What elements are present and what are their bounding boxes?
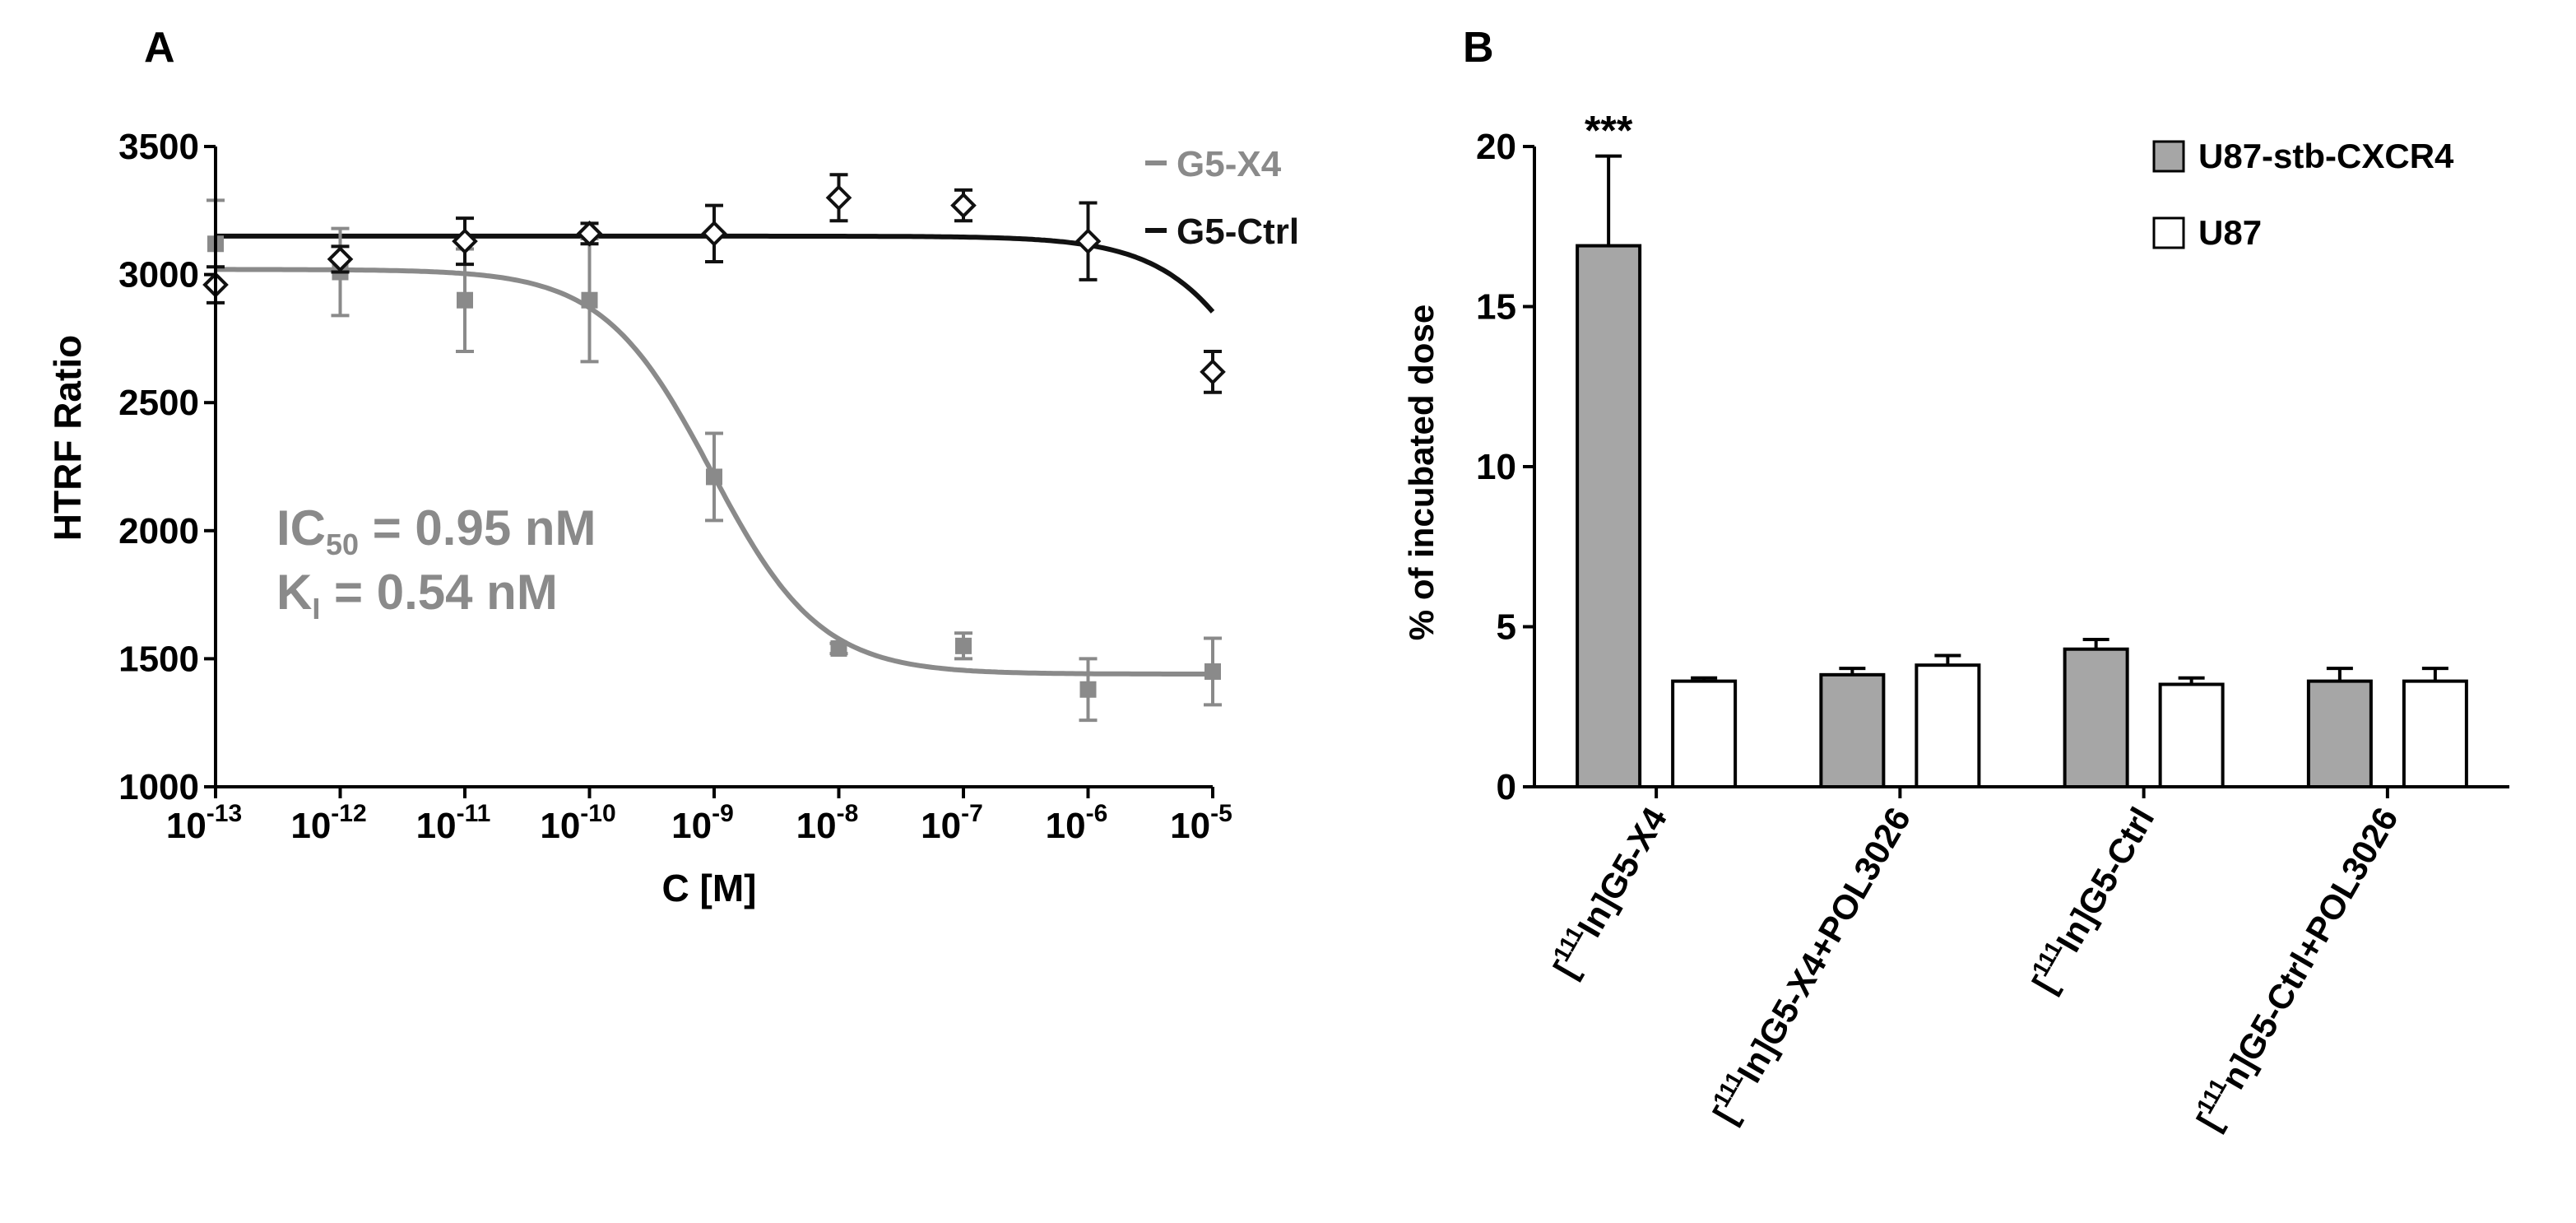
y-tick-label: 1000 [118, 767, 199, 807]
legend-swatch-u87 [2152, 216, 2185, 249]
legend: G5-X4 G5-Ctrl [1145, 144, 1299, 252]
y-tick-label: 2000 [118, 511, 199, 551]
legend-swatch-u87-stb-cxcr4 [2152, 140, 2185, 173]
ic50-annotation: IC50 = 0.95 nM KI = 0.54 nM [276, 500, 596, 625]
data-point-g5-x4 [1079, 681, 1097, 698]
data-points [202, 173, 1226, 723]
x-axis-ticks: 10-13 10-12 10-11 10-10 10-9 10-8 10-7 10-6 10-5 [166, 787, 1232, 846]
bar-u87 [2402, 679, 2468, 788]
x-category-label: [111In]G5-Ctrl [2021, 799, 2162, 1000]
x-tick-label: 10-10 [540, 800, 615, 846]
y-axis-ticks: 1000 1500 2000 2500 3000 3500 [118, 127, 216, 807]
y-axis-ticks: 0 5 10 15 20 [1476, 127, 1534, 807]
data-point-g5-x4 [955, 637, 972, 654]
legend: U87-stb-CXCR4 U87 [2152, 137, 2454, 252]
x-tick-label: 10-12 [290, 800, 366, 846]
x-tick-label: 10-9 [671, 800, 734, 846]
x-category-label: [111In]G5-X4+POL3026 [1702, 799, 1918, 1130]
bars [1576, 154, 2468, 789]
x-tick-label: 10-7 [921, 800, 983, 846]
data-point-g5-x4 [457, 291, 473, 309]
data-point-g5-ctrl [327, 246, 354, 272]
data-point-g5-ctrl [452, 228, 478, 254]
bar-u87-stb-cxcr4 [1819, 672, 1886, 788]
panel-b-label: B [1463, 24, 1494, 72]
y-tick-label: 15 [1476, 287, 1516, 328]
data-point-g5-ctrl [950, 192, 977, 219]
y-tick-label: 5 [1497, 607, 1516, 648]
y-axis-title: HTRF Ratio [46, 335, 89, 541]
data-point-g5-x4 [706, 468, 722, 486]
data-point-g5-ctrl [1074, 228, 1102, 254]
x-axis-title: C [M] [662, 867, 757, 909]
x-tick-label: 10-6 [1046, 800, 1108, 846]
panel-b: B 0 5 10 15 20 % of incubated dose [111In]G5… [1402, 24, 2509, 1137]
y-tick-label: 3500 [118, 127, 199, 167]
y-axis-title: % of incubated dose [1402, 305, 1441, 640]
legend-label-u87: U87 [2198, 213, 2262, 252]
bar-u87-stb-cxcr4 [1576, 244, 1642, 788]
data-point-g5-ctrl [825, 184, 852, 212]
x-tick-label: 10-8 [796, 800, 859, 846]
data-point-g5-ctrl [701, 220, 727, 247]
x-tick-label: 10-11 [416, 800, 491, 846]
bar-u87-stb-cxcr4 [2306, 679, 2373, 788]
bar-u87 [2158, 682, 2225, 789]
y-tick-label: 2500 [118, 383, 199, 423]
significance-marker: *** [1585, 108, 1633, 154]
data-point-g5-ctrl [576, 220, 603, 247]
legend-label-u87-stb-cxcr4: U87-stb-CXCR4 [2198, 137, 2454, 175]
data-point-g5-x4 [830, 639, 847, 657]
y-tick-label: 3000 [118, 255, 199, 295]
y-tick-label: 0 [1497, 767, 1516, 807]
x-tick-label: 10-13 [166, 800, 242, 846]
legend-label-g5-x4: G5-X4 [1177, 144, 1282, 184]
bar-u87-stb-cxcr4 [2063, 647, 2129, 788]
data-point-g5-x4 [1204, 663, 1221, 680]
y-tick-label: 1500 [118, 639, 199, 679]
ic50-text: IC50 = 0.95 nM [276, 500, 596, 561]
ki-text: KI = 0.54 nM [276, 565, 558, 625]
x-tick-label: 10-5 [1170, 800, 1232, 846]
y-tick-label: 20 [1476, 127, 1516, 167]
x-category-label: [111n]G5-Ctrl+POL3026 [2186, 799, 2406, 1137]
data-point-g5-ctrl [1200, 359, 1226, 385]
data-point-g5-x4 [581, 291, 598, 309]
panel-a-label: A [144, 24, 175, 72]
bar-u87 [1915, 663, 1981, 788]
y-tick-label: 10 [1476, 447, 1516, 487]
legend-label-g5-ctrl: G5-Ctrl [1177, 212, 1299, 252]
x-category-label: [111In]G5-X4 [1543, 798, 1675, 984]
x-category-labels: [111In]G5-X4[111In]G5-X4+POL3026 [111In]G… [1543, 787, 2406, 1137]
bar-u87 [1671, 679, 1738, 788]
